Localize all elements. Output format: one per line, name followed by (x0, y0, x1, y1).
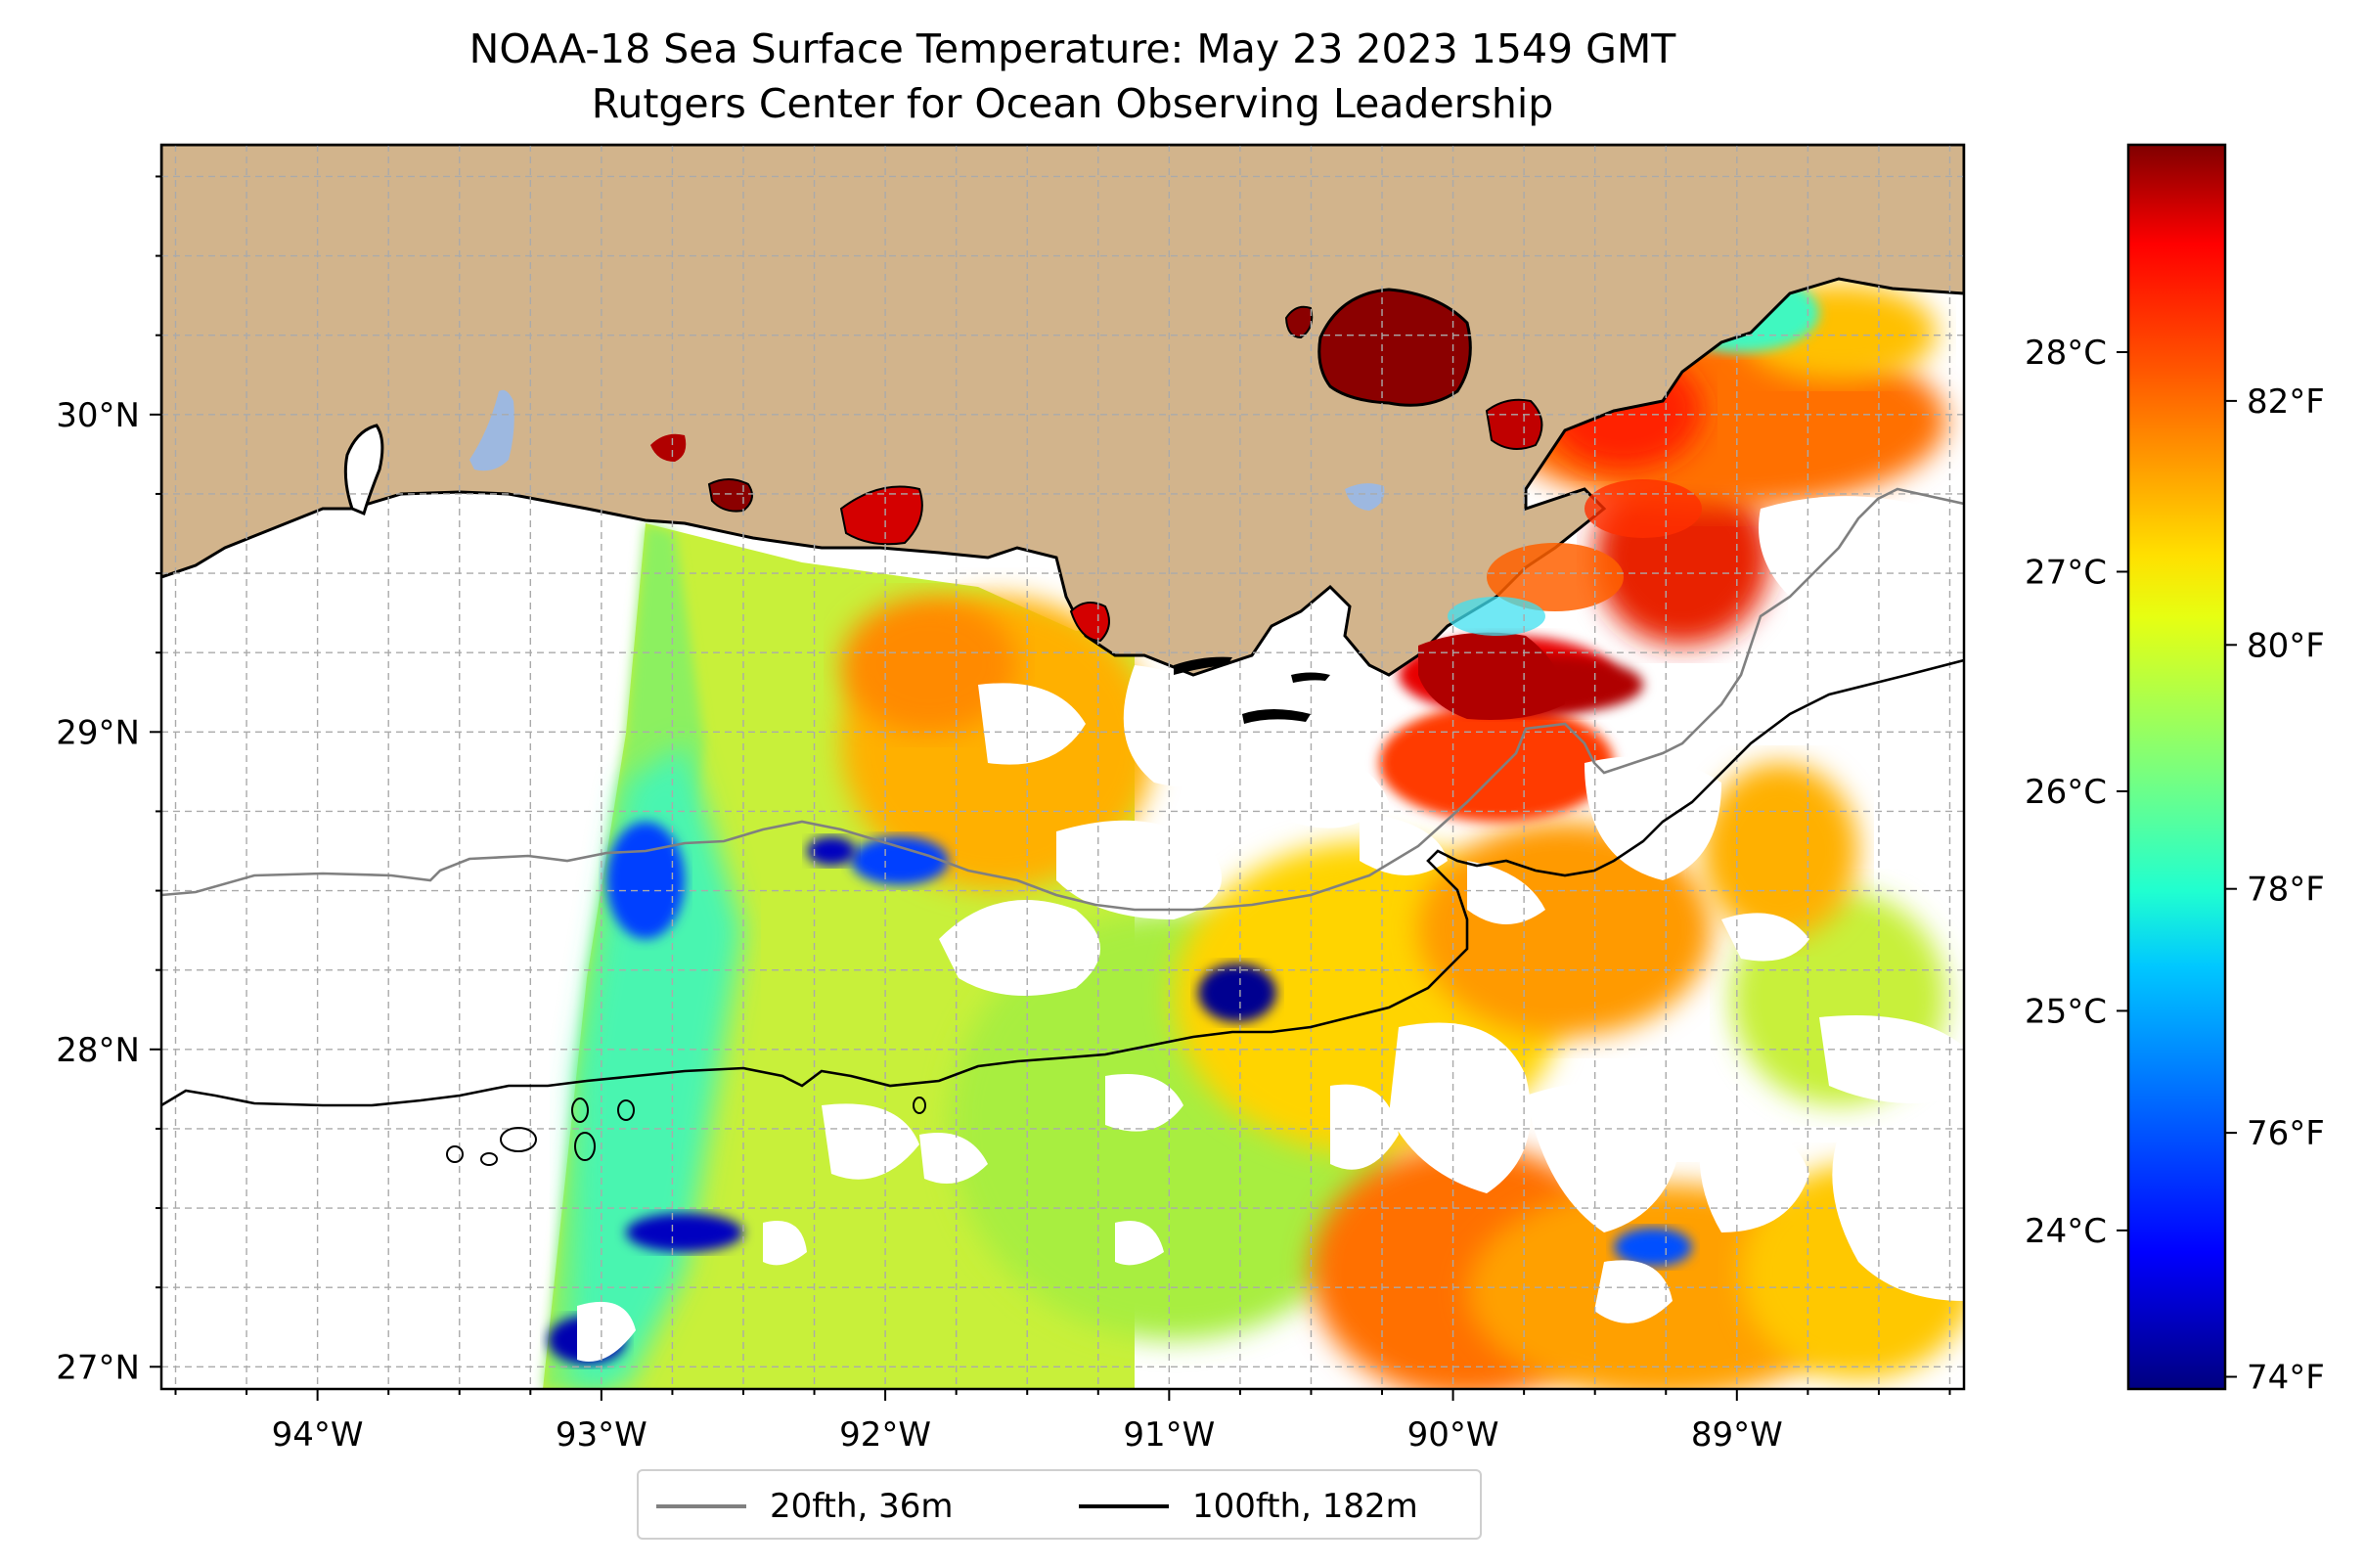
bank-outlines (446, 1097, 926, 1166)
barrier-islands (1174, 656, 1330, 724)
x-tick-label: 91°W (1123, 1415, 1215, 1455)
colorbar-f-label: 74°F (2247, 1359, 2325, 1398)
chart-title: NOAA-18 Sea Surface Temperature: May 23 … (469, 25, 1676, 72)
y-tick-label: 27°N (56, 1348, 140, 1387)
colorbar-ticks: 82°F 80°F 78°F 76°F 74°F 28°C 27°C 26°C 25°C 24°C (2025, 334, 2325, 1398)
x-tick-label: 92°W (839, 1415, 931, 1455)
grand-lake (707, 478, 753, 513)
calcasieu-lake (343, 424, 384, 516)
colorbar-f-label: 78°F (2247, 871, 2325, 910)
legend-swatch-gray (656, 1504, 746, 1508)
lake-borgne (1485, 398, 1543, 450)
delta-marsh-patches (1448, 479, 1702, 636)
white-lake (650, 433, 687, 462)
legend-swatch-black (1079, 1504, 1169, 1508)
legend-label-100fth: 100fth, 182m (1192, 1487, 1418, 1526)
x-tick-label: 93°W (556, 1415, 647, 1455)
contour-20fth (161, 487, 1964, 912)
x-tick-label: 94°W (272, 1415, 364, 1455)
map-area (161, 145, 1964, 1389)
colorbar-c-label: 26°C (2025, 773, 2107, 812)
colorbar-c-label: 28°C (2025, 334, 2107, 373)
lake-sabine-area (469, 389, 514, 471)
chart-subtitle: Rutgers Center for Ocean Observing Leade… (591, 80, 1554, 127)
colorbar-c-label: 27°C (2025, 553, 2107, 592)
y-tick-label: 30°N (56, 396, 140, 435)
contour-100fth (161, 658, 1964, 1107)
legend-label-20fth: 20fth, 36m (770, 1487, 954, 1526)
legend: 20fth, 36m 100fth, 182m (637, 1469, 1482, 1540)
x-tick-label: 89°W (1691, 1415, 1783, 1455)
axis-tick-labels: 94°W 93°W 92°W 91°W 90°W 89°W 27°N 28°N 29°N 30°N (56, 396, 1782, 1455)
vermilion-bay (1069, 602, 1110, 643)
lake-pontchartrain (1317, 288, 1472, 407)
colorbar-f-label: 76°F (2247, 1114, 2325, 1153)
colorbar-f-label: 82°F (2247, 382, 2325, 422)
x-tick-label: 90°W (1407, 1415, 1499, 1455)
lake-salvador (1345, 483, 1385, 511)
axis-ticks (150, 175, 1951, 1401)
map-frame (159, 143, 1966, 1391)
land-louisiana (161, 145, 1964, 677)
colorbar (2126, 143, 2227, 1391)
colorbar-f-label: 80°F (2247, 626, 2325, 665)
y-tick-label: 28°N (56, 1031, 140, 1070)
legend-item-20fth: 20fth, 36m (656, 1485, 954, 1528)
legend-item-100fth: 100fth, 182m (1079, 1485, 1418, 1528)
y-tick-label: 29°N (56, 713, 140, 752)
barataria-red (1418, 632, 1565, 720)
atchafalaya-bay (839, 485, 923, 546)
colorbar-c-label: 24°C (2025, 1212, 2107, 1251)
colorbar-c-label: 25°C (2025, 992, 2107, 1031)
map-gridlines (161, 145, 1964, 1389)
